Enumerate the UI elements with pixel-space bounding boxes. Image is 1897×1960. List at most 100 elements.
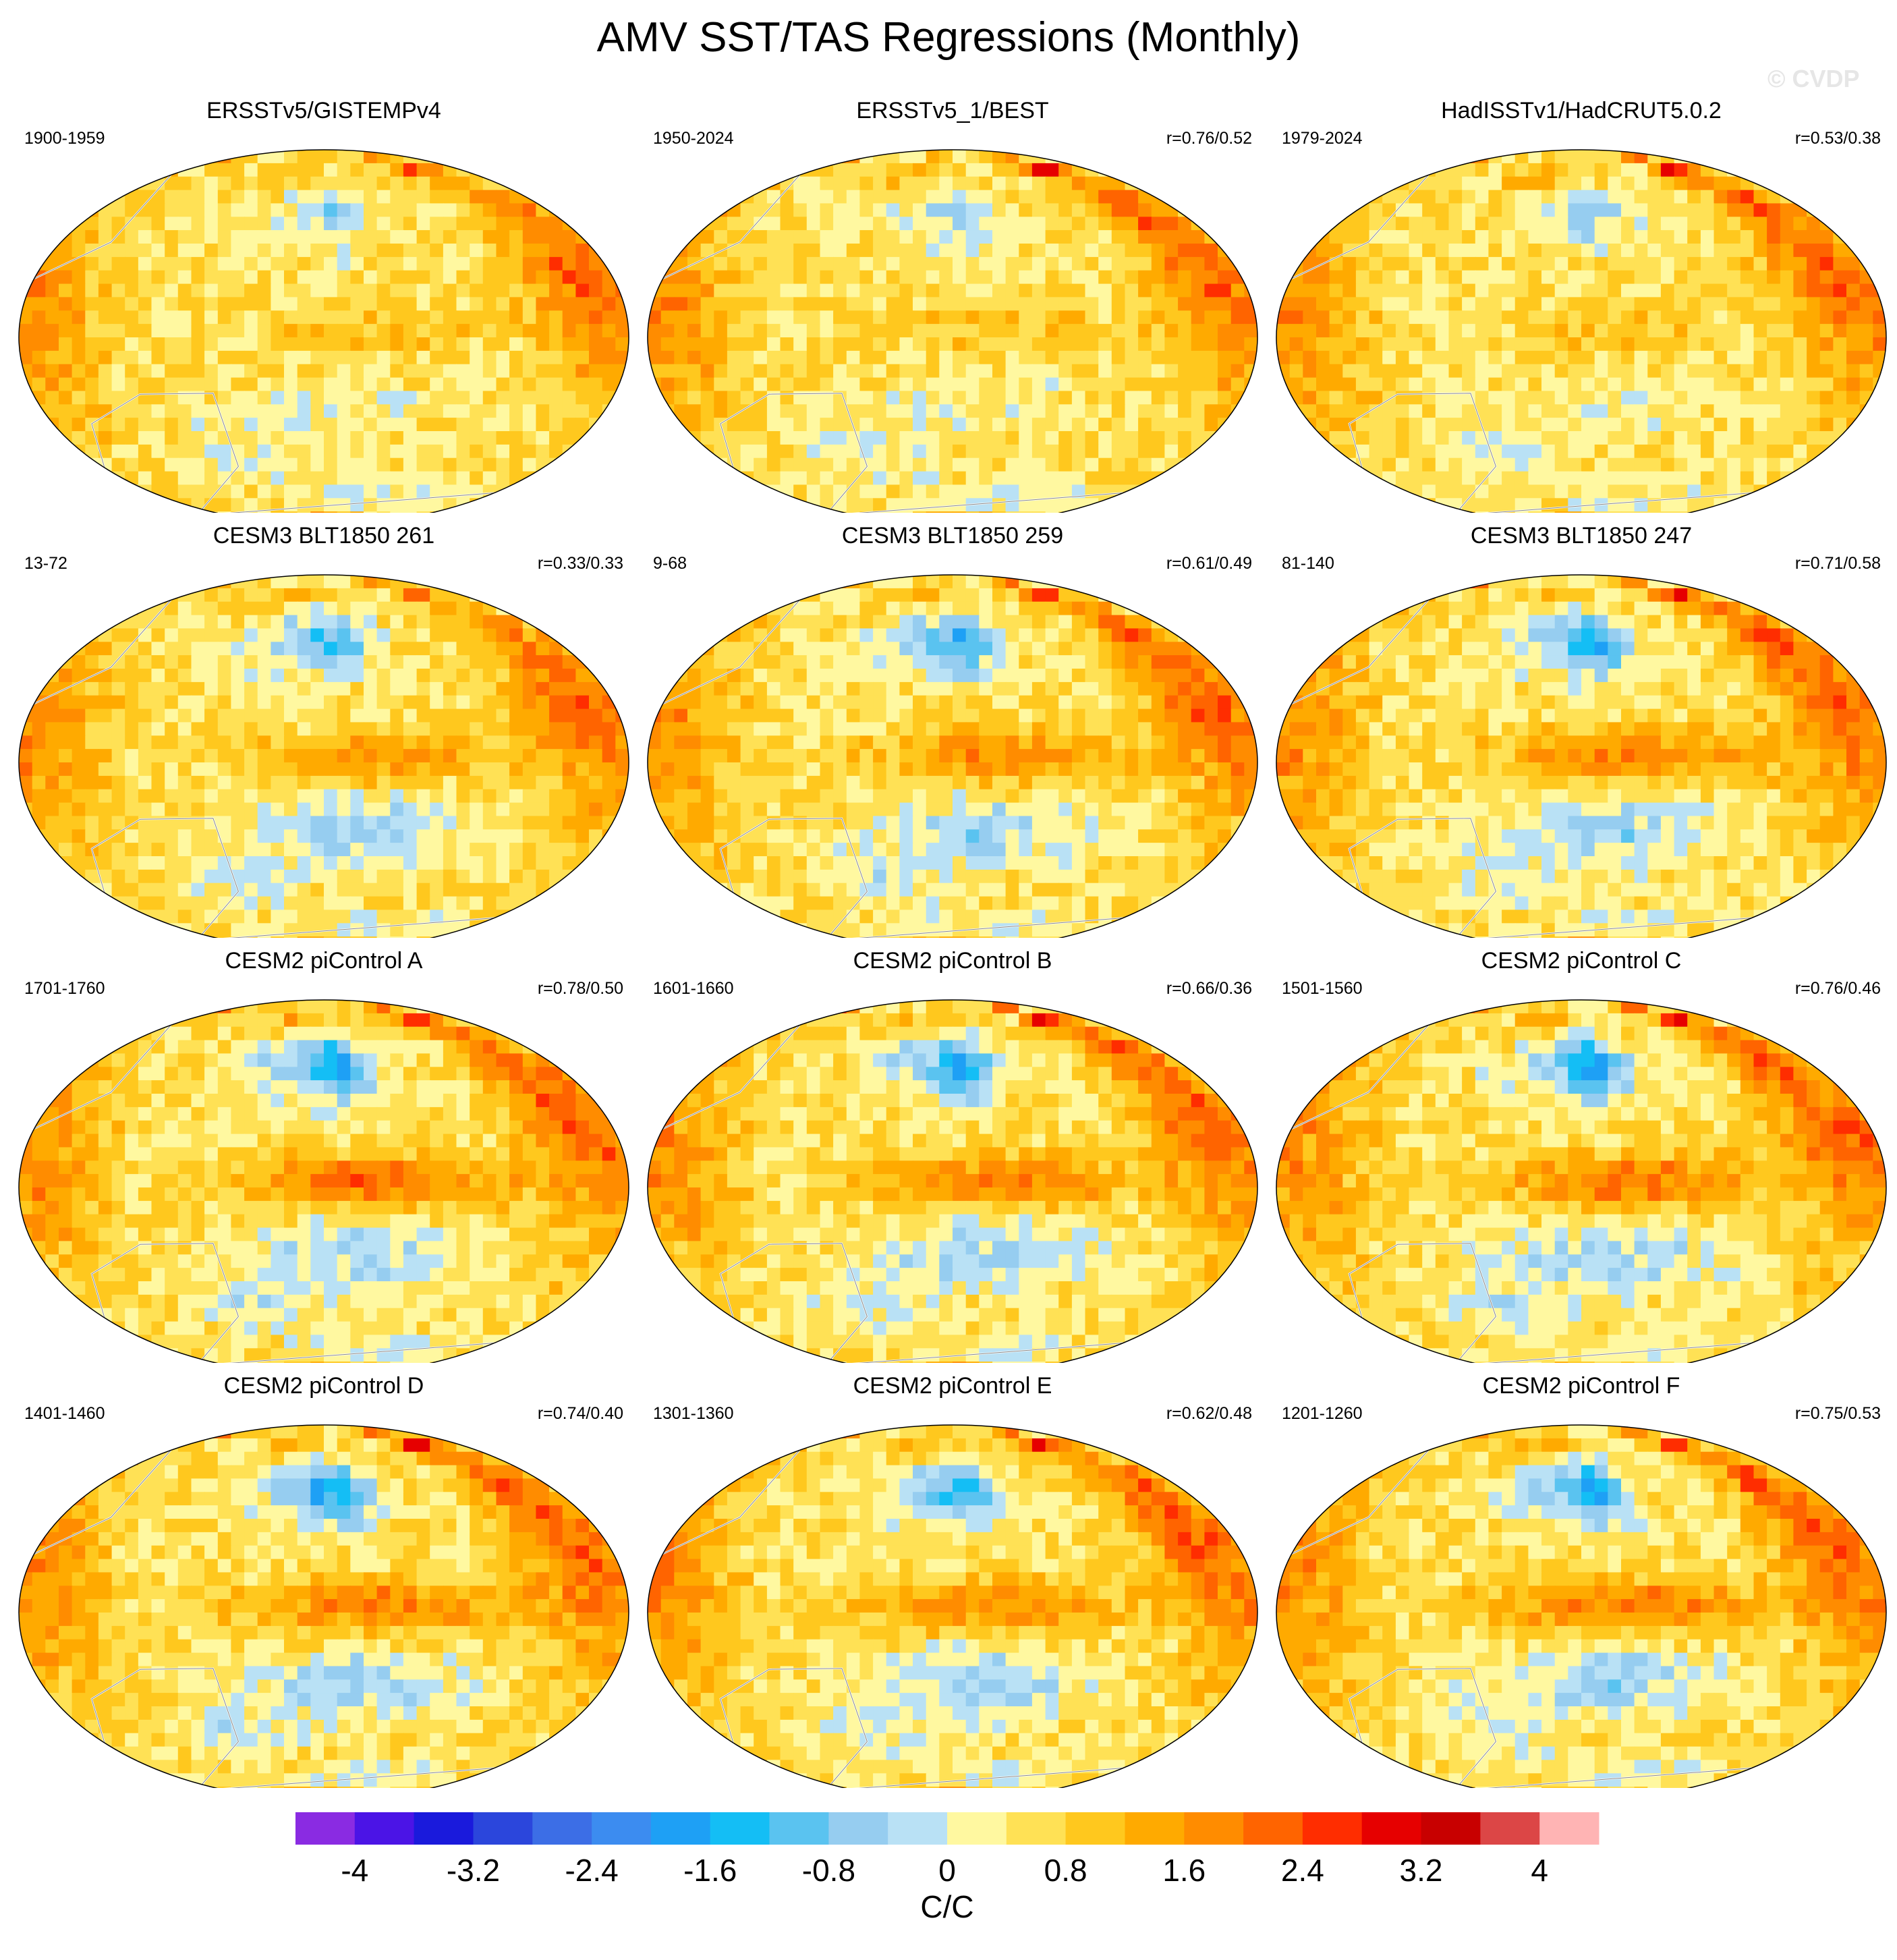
field-cell [497, 257, 511, 271]
field-cell [1740, 472, 1755, 486]
field-cell [1661, 230, 1675, 244]
field-cell [1541, 284, 1556, 298]
field-cell [258, 642, 272, 656]
field-cell [859, 217, 874, 231]
field-cell [1422, 445, 1436, 459]
field-cell [1568, 472, 1582, 486]
field-cell [1449, 203, 1463, 217]
field-cell [1178, 511, 1192, 513]
field-cell [1006, 230, 1020, 244]
field-cell [1475, 284, 1490, 298]
field-cell [1555, 511, 1569, 513]
field-cell [1290, 364, 1304, 379]
field-cell [1462, 217, 1476, 231]
field-cell [1767, 498, 1781, 512]
field-cell [1382, 378, 1396, 392]
field-cell [1635, 163, 1649, 177]
field-cell [1674, 472, 1689, 486]
field-cell [298, 789, 312, 804]
field-cell [979, 310, 993, 325]
field-cell [741, 418, 755, 432]
field-cell [1085, 445, 1100, 459]
field-cell [45, 337, 59, 352]
field-cell [1178, 378, 1192, 392]
field-cell [1046, 391, 1060, 405]
field-cell [165, 257, 179, 271]
field-cell [178, 378, 192, 392]
field-cell [1218, 458, 1232, 472]
field-cell [377, 575, 391, 589]
field-cell [1555, 150, 1569, 164]
field-cell [714, 498, 728, 512]
field-cell [390, 709, 404, 723]
field-cell [833, 445, 847, 459]
field-cell [45, 816, 59, 830]
field-cell [152, 284, 166, 298]
field-cell [1244, 484, 1258, 499]
field-cell [1422, 310, 1436, 325]
field-cell [45, 642, 59, 656]
field-cell [1701, 351, 1715, 365]
field-cell [1740, 324, 1755, 338]
field-cell [979, 244, 993, 258]
field-cell [1164, 297, 1179, 311]
field-cell [674, 391, 688, 405]
field-cell [350, 378, 364, 392]
field-cell [483, 843, 497, 857]
field-cell [98, 776, 113, 790]
field-cell [1621, 310, 1635, 325]
field-cell [1449, 217, 1463, 231]
field-cell [536, 324, 550, 338]
field-cell [231, 177, 245, 191]
field-cell [112, 655, 126, 669]
field-cell [1820, 297, 1834, 311]
field-cell [1112, 351, 1126, 365]
field-cell [497, 284, 511, 298]
field-cell [873, 244, 887, 258]
field-cell [1191, 337, 1206, 352]
field-cell [615, 163, 629, 177]
field-cell [1780, 150, 1794, 164]
field-cell [1006, 337, 1020, 352]
field-cell [350, 364, 364, 379]
field-cell [1085, 203, 1100, 217]
field-cell [1701, 177, 1715, 191]
field-cell [178, 150, 192, 164]
field-cell [1873, 391, 1887, 405]
field-cell [926, 418, 940, 432]
field-cell [523, 431, 537, 445]
field-cell [45, 177, 59, 191]
field-cell [350, 177, 364, 191]
field-cell [72, 484, 86, 499]
field-cell [165, 472, 179, 486]
field-cell [549, 762, 563, 777]
field-cell [1462, 177, 1476, 191]
field-cell [1820, 378, 1834, 392]
field-cell [1714, 458, 1728, 472]
field-cell [32, 588, 46, 603]
field-cell [781, 163, 795, 177]
field-cell [165, 271, 179, 285]
field-cell [1369, 418, 1384, 432]
field-cell [1072, 284, 1086, 298]
field-cell [549, 735, 563, 750]
field-cell [98, 484, 113, 499]
field-cell [966, 351, 980, 365]
field-cell [443, 816, 457, 830]
field-cell [563, 602, 577, 616]
field-cell [443, 297, 457, 311]
field-cell [523, 803, 537, 817]
field-cell [165, 735, 179, 750]
field-cell [741, 391, 755, 405]
field-cell [1647, 257, 1662, 271]
field-cell [873, 230, 887, 244]
field-cell [701, 217, 715, 231]
field-cell [1046, 177, 1060, 191]
field-cell [1833, 150, 1847, 164]
field-cell [886, 297, 901, 311]
field-cell [1032, 163, 1046, 177]
field-cell [754, 404, 768, 418]
field-cell [563, 177, 577, 191]
field-cell [1475, 177, 1490, 191]
